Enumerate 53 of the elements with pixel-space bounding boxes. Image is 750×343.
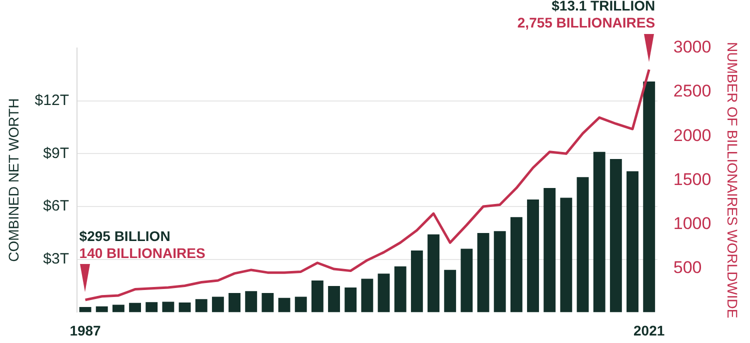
y-tick-label: $9T xyxy=(43,144,69,162)
text: $13.1 TRILLION xyxy=(552,0,656,14)
bar xyxy=(444,270,456,312)
bar xyxy=(162,302,174,312)
bar xyxy=(344,288,357,312)
bar xyxy=(576,177,589,312)
y2-tick-label: 3000 xyxy=(673,38,712,57)
bar xyxy=(394,266,406,312)
bar xyxy=(245,291,258,312)
bar xyxy=(112,304,124,312)
bar xyxy=(610,158,622,312)
bar xyxy=(262,293,274,312)
bar xyxy=(593,152,606,312)
bar xyxy=(328,286,340,312)
y2-tick-label: 2000 xyxy=(673,126,712,145)
bar xyxy=(311,280,324,312)
y2-tick-label: 2500 xyxy=(673,82,712,101)
y-tick-label: $6T xyxy=(43,198,69,215)
bar xyxy=(212,296,224,312)
y2-axis-title: NUMBER OF BILLIONAIRES WORLDWIDE xyxy=(724,42,741,318)
bar xyxy=(560,198,572,312)
bar xyxy=(527,199,539,312)
bar xyxy=(643,81,656,312)
bar xyxy=(460,248,473,312)
y2-tick-label: 500 xyxy=(673,258,702,277)
bar xyxy=(410,250,423,312)
bar xyxy=(626,171,638,312)
bar xyxy=(146,302,158,312)
bar xyxy=(378,274,390,312)
y-tick-label: $12T xyxy=(34,92,69,109)
bar xyxy=(544,188,556,312)
bar xyxy=(494,231,506,312)
bar xyxy=(96,306,108,312)
bar xyxy=(428,234,440,312)
y2-tick-label: 1000 xyxy=(673,214,712,233)
x-tick-label: 2021 xyxy=(634,322,665,338)
y-axis-title: COMBINED NET WORTH xyxy=(5,98,22,262)
bar xyxy=(278,298,290,312)
bar xyxy=(477,232,490,312)
annotation: 140 BILLIONAIRES xyxy=(79,244,206,261)
text: 2,755 BILLIONAIRES xyxy=(517,14,656,31)
x-tick-label: 1987 xyxy=(70,322,102,338)
bar xyxy=(79,307,92,312)
annotation: $295 BILLION xyxy=(79,228,170,244)
bar xyxy=(195,299,208,312)
bar xyxy=(228,293,240,312)
bar xyxy=(510,217,522,312)
bar xyxy=(129,302,141,312)
y-tick-label: $3T xyxy=(43,250,69,268)
bar xyxy=(294,296,307,312)
bar xyxy=(361,278,374,312)
bar xyxy=(178,302,191,312)
y2-tick-label: 1500 xyxy=(673,170,712,189)
